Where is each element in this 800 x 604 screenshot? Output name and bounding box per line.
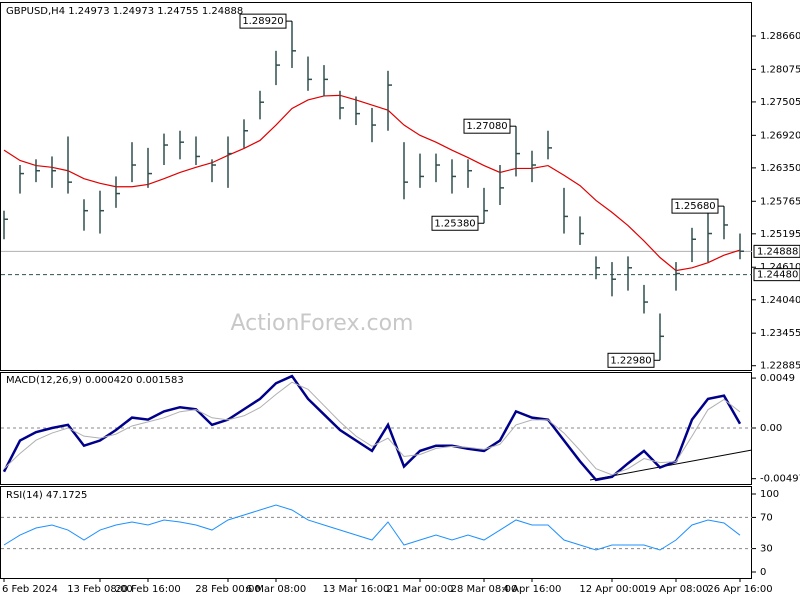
annotation: 1.25680 xyxy=(674,201,715,212)
x-tick-label: 19 Apr 08:00 xyxy=(643,584,708,595)
annotation: 1.22980 xyxy=(610,355,651,366)
y-tick-label: 1.25765 xyxy=(760,196,800,207)
annotation-box xyxy=(671,198,719,214)
x-tick-label: 6 Mar 08:00 xyxy=(246,584,306,595)
indicator-line xyxy=(3,504,741,551)
x-tick-label: 28 Mar 08:00 xyxy=(451,584,518,595)
x-tick-label: 21 Mar 00:00 xyxy=(387,584,454,595)
y-tick-label: 1.24040 xyxy=(760,295,800,306)
y-tick-label: 1.28075 xyxy=(760,64,800,75)
annotation: 1.28920 xyxy=(242,16,283,27)
annotation-box xyxy=(607,352,655,368)
x-tick-label: 4 Apr 16:00 xyxy=(503,584,562,595)
indicator-line xyxy=(2,374,742,482)
price-label-box xyxy=(753,268,800,282)
price-label: 1.24888 xyxy=(757,246,798,257)
annotation-box xyxy=(431,215,479,231)
x-tick-label: 6 Feb 2024 xyxy=(2,584,58,595)
y-tick-label: -0.004978 xyxy=(760,474,800,485)
x-tick-label: 20 Feb 16:00 xyxy=(115,584,181,595)
annotation: 1.27080 xyxy=(466,121,507,132)
indicator-line xyxy=(3,381,741,476)
y-tick-label: 1.27505 xyxy=(760,97,800,108)
y-tick-label: 1.25195 xyxy=(760,229,800,240)
price-label-box xyxy=(753,244,800,258)
x-tick-label: 28 Feb 00:00 xyxy=(195,584,261,595)
y-tick-label: 1.22885 xyxy=(760,361,800,372)
y-tick-label: 1.26920 xyxy=(760,130,800,141)
chart-title: GBPUSD,H4 1.24973 1.24973 1.24755 1.2488… xyxy=(6,6,243,17)
price-label: 1.24480 xyxy=(757,270,798,281)
rsi-title: RSI(14) 47.1725 xyxy=(6,490,87,501)
y-tick-label: 100 xyxy=(760,489,779,500)
y-tick-label: 0.00 xyxy=(760,423,782,434)
macd-title: MACD(12,26,9) 0.000420 0.001583 xyxy=(6,375,184,386)
y-tick-label: 70 xyxy=(760,512,773,523)
x-tick-label: 26 Apr 16:00 xyxy=(707,584,772,595)
y-tick-label: 30 xyxy=(760,544,773,555)
watermark: ActionForex.com xyxy=(231,311,414,336)
rsi-panel xyxy=(0,486,752,579)
moving-average xyxy=(3,94,741,272)
annotation-box xyxy=(463,118,511,134)
y-tick-label: 1.23455 xyxy=(760,328,800,339)
annotation: 1.25380 xyxy=(434,218,475,229)
annotation-box xyxy=(239,13,287,29)
y-tick-label: 0 xyxy=(760,567,766,578)
trend-line xyxy=(589,449,753,481)
y-tick-label: 0.0049 xyxy=(760,373,795,384)
y-tick-label: 1.24610 xyxy=(760,262,800,273)
x-tick-label: 12 Apr 00:00 xyxy=(579,584,644,595)
x-tick-label: 13 Feb 08:00 xyxy=(67,584,133,595)
y-tick-label: 1.26350 xyxy=(760,163,800,174)
y-tick-label: 1.28660 xyxy=(760,31,800,42)
price-panel xyxy=(0,2,752,371)
x-tick-label: 13 Mar 16:00 xyxy=(323,584,390,595)
macd-panel xyxy=(0,372,752,485)
